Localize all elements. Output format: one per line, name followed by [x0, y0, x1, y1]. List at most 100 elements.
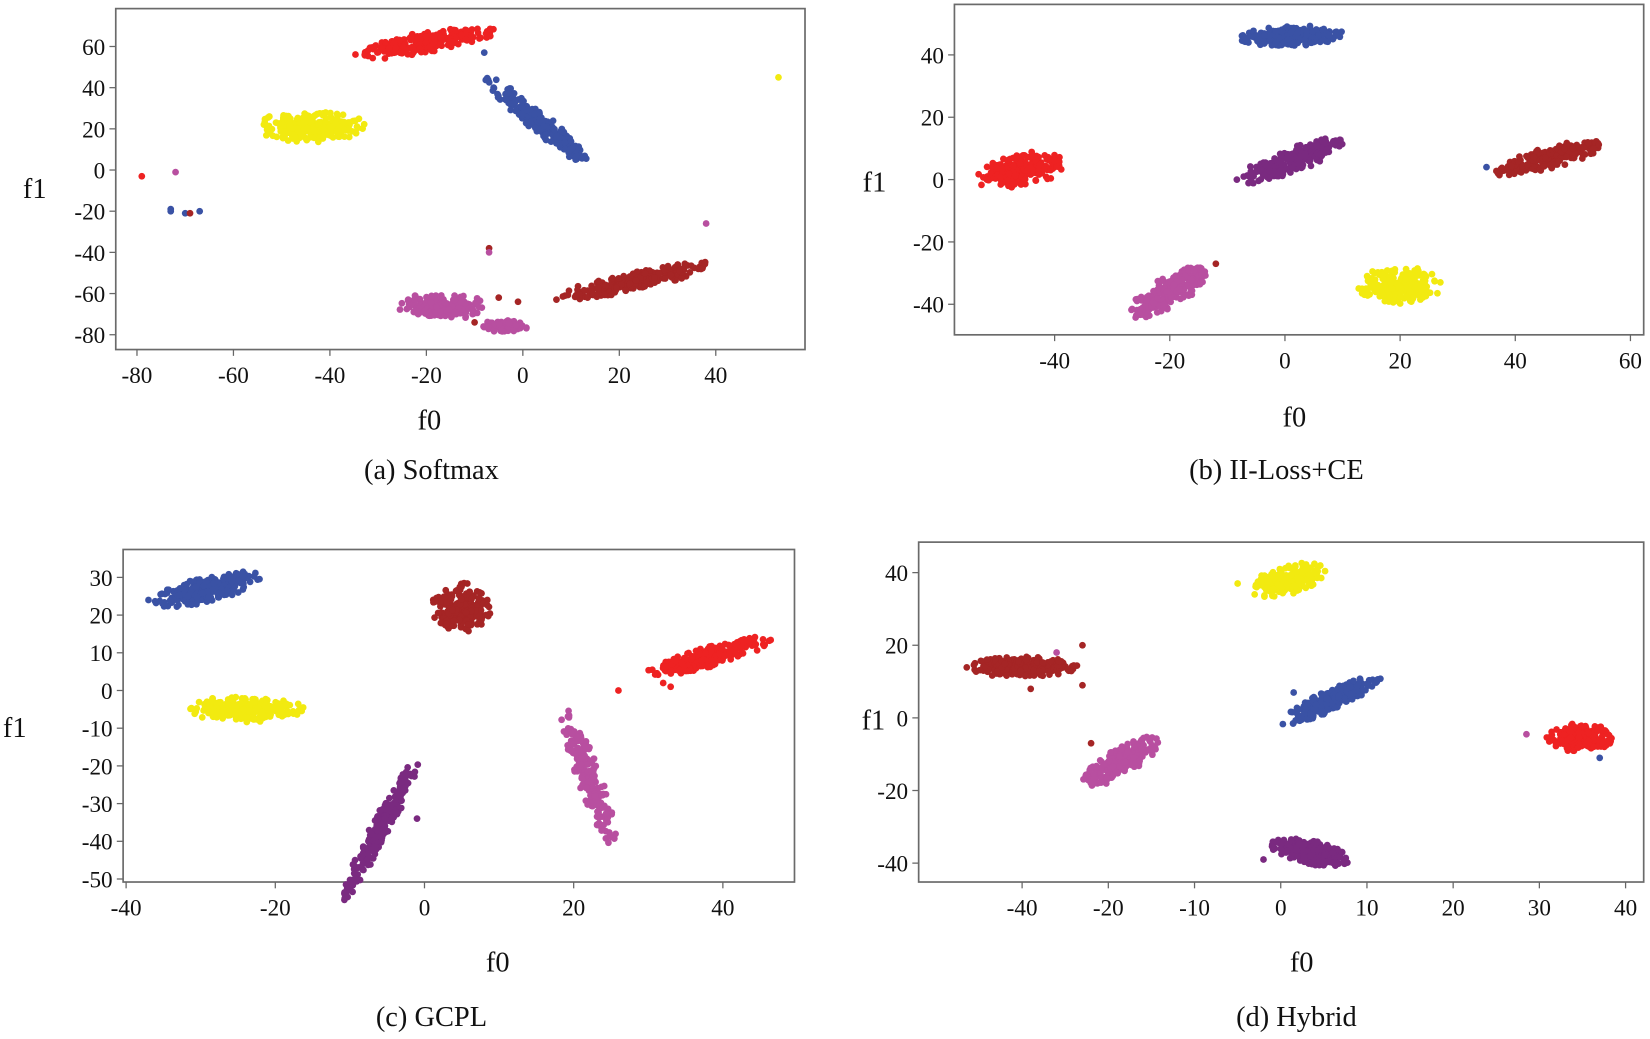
- point: [254, 576, 261, 583]
- point: [1319, 137, 1327, 145]
- point: [254, 704, 262, 712]
- plot-frame: [953, 3, 1645, 336]
- outlier-point: [1483, 163, 1490, 171]
- point: [392, 44, 400, 52]
- point: [512, 107, 520, 115]
- point: [1046, 156, 1053, 164]
- x-tick-label: -20: [1154, 348, 1185, 374]
- point: [361, 844, 369, 852]
- point: [1289, 164, 1296, 171]
- point: [193, 600, 200, 608]
- x-tick-label: 20: [1442, 896, 1465, 922]
- x-tick-label: -40: [1007, 896, 1038, 922]
- point: [279, 132, 287, 140]
- point: [1309, 27, 1317, 35]
- point: [216, 589, 224, 597]
- point: [1023, 153, 1031, 161]
- point: [1290, 589, 1297, 597]
- point: [576, 291, 583, 298]
- outlier-point: [775, 74, 782, 81]
- x-tick-label: -40: [111, 896, 142, 922]
- point: [1247, 168, 1255, 175]
- point: [565, 712, 573, 719]
- point: [1356, 675, 1364, 683]
- point: [584, 801, 591, 808]
- point: [518, 103, 526, 111]
- point: [1578, 155, 1586, 162]
- point: [326, 127, 334, 135]
- point: [492, 76, 500, 84]
- point: [1182, 291, 1189, 299]
- point: [1283, 23, 1291, 30]
- point: [564, 291, 572, 299]
- point: [1540, 162, 1548, 170]
- point: [496, 96, 504, 103]
- point: [576, 761, 584, 768]
- outlier-point: [659, 679, 667, 687]
- point: [997, 181, 1005, 188]
- outlier-point: [471, 319, 478, 326]
- point: [564, 742, 571, 749]
- point: [547, 138, 555, 145]
- point: [464, 621, 472, 628]
- point: [998, 165, 1006, 173]
- point: [449, 606, 456, 614]
- point: [1360, 687, 1368, 694]
- point: [1196, 280, 1204, 288]
- point: [333, 128, 340, 135]
- point: [522, 119, 530, 127]
- point: [266, 706, 274, 714]
- point: [441, 299, 448, 307]
- point: [462, 36, 469, 43]
- point: [1396, 300, 1404, 307]
- point: [613, 284, 620, 292]
- point: [983, 163, 991, 171]
- point: [1312, 701, 1320, 709]
- point: [1368, 274, 1375, 282]
- point: [341, 133, 348, 141]
- point: [578, 755, 586, 762]
- point: [580, 286, 588, 294]
- point: [1289, 720, 1297, 727]
- point: [1168, 294, 1175, 302]
- point: [1388, 284, 1396, 292]
- point: [398, 299, 406, 307]
- point: [1017, 667, 1025, 675]
- point: [1134, 309, 1142, 317]
- point: [523, 106, 531, 114]
- point: [1541, 154, 1549, 161]
- point: [1261, 592, 1268, 599]
- point: [381, 814, 389, 822]
- point: [568, 730, 576, 738]
- point: [552, 139, 560, 147]
- caption-c: (c) GCPL: [376, 1002, 487, 1033]
- point: [641, 270, 649, 277]
- outlier-point: [172, 168, 179, 176]
- point: [1257, 176, 1265, 183]
- y-tick-label: -20: [877, 779, 908, 805]
- point: [702, 649, 709, 657]
- point: [1268, 592, 1276, 600]
- point: [1523, 152, 1530, 160]
- point: [486, 32, 494, 40]
- point: [359, 125, 366, 133]
- point: [1415, 267, 1422, 275]
- point: [1296, 156, 1303, 164]
- x-tick-label: 40: [1504, 348, 1527, 374]
- point: [385, 794, 393, 802]
- point: [1047, 174, 1055, 182]
- point: [1595, 141, 1603, 149]
- point: [606, 832, 613, 840]
- point: [175, 601, 182, 609]
- x-axis-label-c: f0: [486, 947, 510, 978]
- point: [381, 38, 389, 46]
- point: [228, 591, 236, 599]
- point: [1277, 582, 1285, 590]
- point: [322, 114, 330, 122]
- point: [443, 599, 450, 606]
- point: [648, 666, 656, 674]
- y-tick-label: -20: [82, 754, 113, 780]
- point: [1001, 660, 1009, 668]
- point: [595, 277, 603, 285]
